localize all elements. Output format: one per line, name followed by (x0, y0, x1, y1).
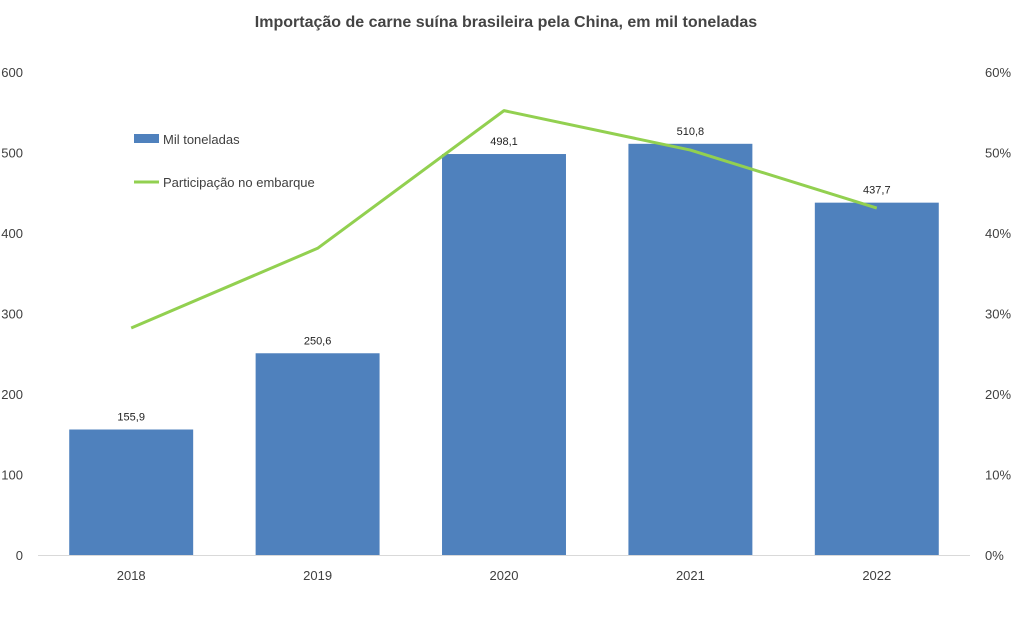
right-tick-label: 30% (985, 307, 1011, 322)
bar-label-2021: 510,8 (677, 126, 705, 138)
right-tick-label: 40% (985, 226, 1011, 241)
x-tick-label: 2019 (303, 568, 332, 583)
left-tick-label: 0 (16, 548, 23, 563)
bar-data-labels: 155,9 250,6 498,1 510,8 437,7 (117, 126, 890, 424)
x-tick-label: 2020 (490, 568, 519, 583)
bar-label-2019: 250,6 (304, 335, 332, 347)
right-tick-label: 0% (985, 548, 1004, 563)
legend: Mil toneladas Participação no embarque (134, 132, 315, 190)
legend-label-line: Participação no embarque (163, 175, 315, 190)
left-tick-label: 500 (1, 146, 23, 161)
bar-label-2020: 498,1 (490, 136, 518, 148)
right-axis: 0% 10% 20% 30% 40% 50% 60% (985, 65, 1011, 563)
x-axis: 2018 2019 2020 2021 2022 (117, 568, 892, 583)
bar-2020 (442, 154, 566, 556)
x-tick-label: 2018 (117, 568, 146, 583)
right-tick-label: 50% (985, 146, 1011, 161)
bar-2022 (814, 202, 939, 556)
bar-label-2018: 155,9 (117, 412, 145, 424)
bar-2021 (628, 143, 753, 555)
chart-title: Importação de carne suína brasileira pel… (255, 14, 758, 31)
left-axis: 0 100 200 300 400 500 600 (1, 65, 23, 563)
left-tick-label: 300 (1, 307, 23, 322)
left-tick-label: 600 (1, 65, 23, 80)
left-tick-label: 100 (1, 468, 23, 483)
right-tick-label: 60% (985, 65, 1011, 80)
right-tick-label: 10% (985, 468, 1011, 483)
share-line-points (131, 110, 877, 328)
left-tick-label: 400 (1, 226, 23, 241)
left-tick-label: 200 (1, 387, 23, 402)
x-tick-label: 2021 (676, 568, 705, 583)
right-tick-label: 20% (985, 387, 1011, 402)
bar-2019 (255, 353, 380, 555)
bar-series (69, 143, 939, 556)
bar-label-2022: 437,7 (863, 185, 891, 197)
legend-bar-swatch (134, 134, 159, 143)
legend-label-bars: Mil toneladas (163, 132, 240, 147)
bar-2018 (69, 429, 194, 555)
x-tick-label: 2022 (862, 568, 891, 583)
